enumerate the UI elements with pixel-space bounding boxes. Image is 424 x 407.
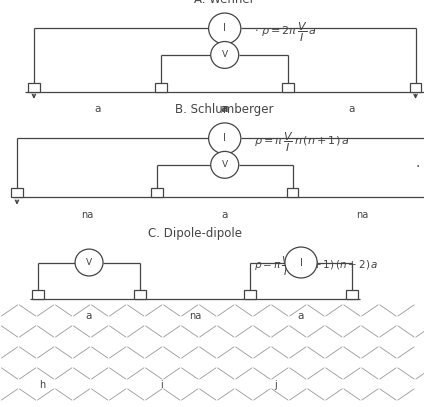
- Text: $\rho = \pi\,\dfrac{V}{I}\,n\,(n+1)\,(n+2)\,a$: $\rho = \pi\,\dfrac{V}{I}\,n\,(n+1)\,(n+…: [254, 255, 379, 278]
- Bar: [282, 83, 294, 92]
- Circle shape: [209, 123, 241, 154]
- Text: $\rho = \pi\,\dfrac{V}{I}\,n\,(n+1)\,a$: $\rho = \pi\,\dfrac{V}{I}\,n\,(n+1)\,a$: [254, 131, 350, 154]
- Text: I: I: [223, 24, 226, 33]
- Text: .: .: [416, 156, 420, 170]
- Circle shape: [211, 151, 239, 178]
- Bar: [134, 290, 146, 299]
- Bar: [155, 83, 167, 92]
- Text: a: a: [221, 104, 229, 114]
- Text: a: a: [349, 104, 355, 114]
- Bar: [244, 290, 256, 299]
- Text: a: a: [86, 311, 92, 322]
- Text: I: I: [223, 133, 226, 143]
- Text: V: V: [222, 50, 228, 59]
- Text: B. Schlumberger: B. Schlumberger: [176, 103, 274, 116]
- Text: a: a: [221, 210, 228, 220]
- Text: A. Wenner: A. Wenner: [195, 0, 255, 6]
- Bar: [410, 83, 421, 92]
- Bar: [32, 290, 44, 299]
- Text: h: h: [39, 380, 45, 389]
- Circle shape: [209, 13, 241, 44]
- Text: a: a: [94, 104, 101, 114]
- Text: I: I: [300, 258, 302, 267]
- Circle shape: [211, 42, 239, 68]
- Text: na: na: [81, 210, 93, 220]
- Text: V: V: [86, 258, 92, 267]
- Text: a: a: [298, 311, 304, 322]
- Circle shape: [285, 247, 317, 278]
- Bar: [11, 188, 23, 197]
- Bar: [287, 188, 298, 197]
- Text: V: V: [222, 160, 228, 169]
- Bar: [28, 83, 40, 92]
- Text: na: na: [189, 311, 201, 322]
- Text: na: na: [357, 210, 368, 220]
- Text: $\cdot\ \rho = 2\pi\,\dfrac{V}{I}\,a$: $\cdot\ \rho = 2\pi\,\dfrac{V}{I}\,a$: [254, 21, 317, 44]
- Text: C. Dipole-dipole: C. Dipole-dipole: [148, 227, 242, 240]
- Text: i: i: [160, 380, 162, 389]
- Bar: [151, 188, 163, 197]
- Circle shape: [75, 249, 103, 276]
- Bar: [346, 290, 358, 299]
- Text: j: j: [274, 380, 277, 389]
